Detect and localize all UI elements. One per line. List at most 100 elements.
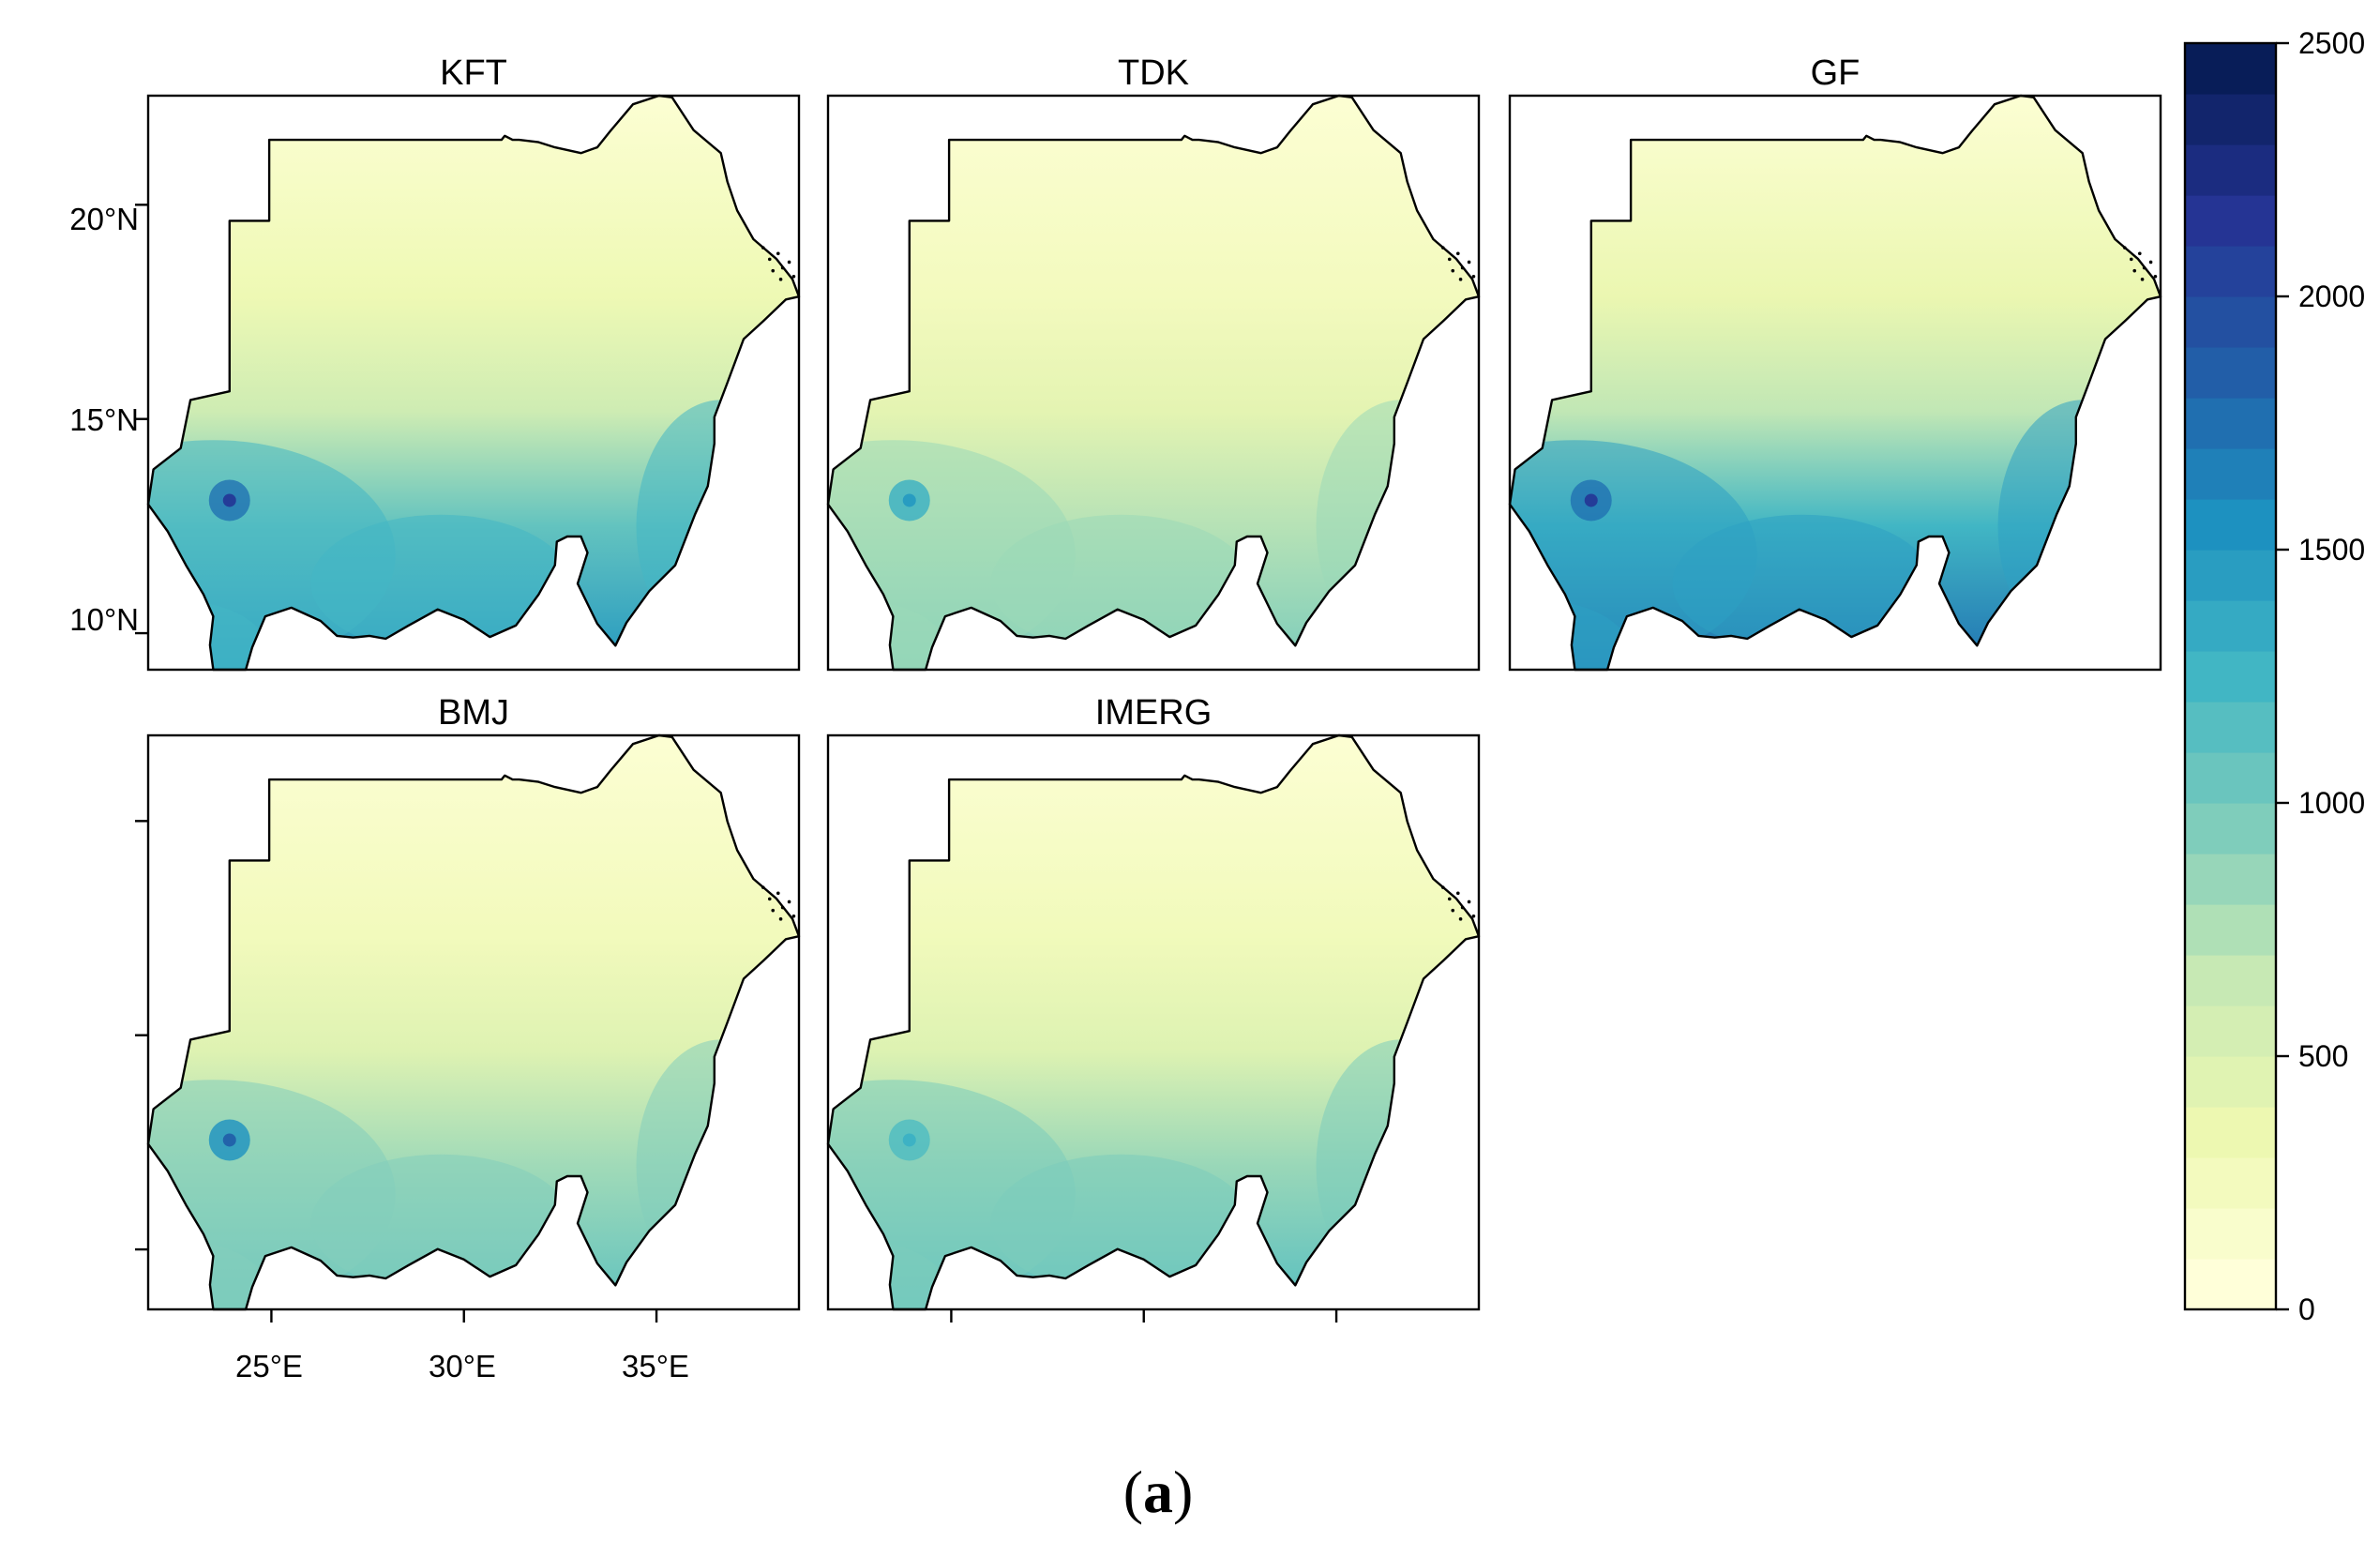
coastal-island-dot bbox=[1455, 891, 1460, 896]
colorbar-tick-label: 2500 bbox=[2298, 26, 2365, 60]
coastal-island-dot bbox=[2140, 278, 2145, 281]
wet-region-0 bbox=[148, 1080, 396, 1309]
colorbar: 0 500 1000 1500 2000 2500 bbox=[2183, 26, 2365, 1326]
colorbar-swatch bbox=[2185, 702, 2276, 753]
map-axes: 20°N 15°N 10°N 25°E 30°E 35°E bbox=[69, 202, 1338, 1383]
caption-letter: a bbox=[1143, 1459, 1173, 1525]
coastal-island-dot bbox=[1471, 274, 1476, 279]
coastal-island-dot bbox=[791, 274, 796, 279]
colorbar-swatch bbox=[2185, 1259, 2276, 1310]
coastal-island-dot bbox=[791, 914, 796, 918]
colorbar-swatch bbox=[2185, 752, 2276, 804]
colorbar-swatch bbox=[2185, 550, 2276, 601]
colorbar-swatch bbox=[2185, 94, 2276, 145]
highland-hotspot-core bbox=[902, 493, 916, 507]
colorbar-swatch bbox=[2185, 144, 2276, 196]
colorbar-swatch bbox=[2185, 1107, 2276, 1158]
wet-region-3 bbox=[990, 1154, 1252, 1292]
colorbar-swatch bbox=[2185, 1056, 2276, 1108]
y-tick-label-15n: 15°N bbox=[69, 402, 139, 437]
coastal-island-dot bbox=[1455, 251, 1460, 256]
panel-frame bbox=[1508, 94, 2162, 672]
highland-hotspot-core bbox=[222, 1133, 236, 1147]
x-tick-label-25e: 25°E bbox=[235, 1349, 303, 1383]
wet-region-0 bbox=[1510, 440, 1757, 670]
map-panel-bmj: BMJ bbox=[146, 693, 801, 1311]
coastal-island-dot bbox=[1467, 260, 1471, 265]
colorbar-frame bbox=[2183, 41, 2278, 1311]
wet-region-3 bbox=[310, 514, 572, 653]
colorbar-swatch bbox=[2185, 1208, 2276, 1260]
highland-hotspot-core bbox=[902, 1133, 916, 1147]
caption-open-paren: ( bbox=[1123, 1459, 1143, 1525]
wet-region-0 bbox=[148, 440, 396, 670]
highland-hotspot-core bbox=[222, 493, 236, 507]
panel-frame bbox=[146, 733, 801, 1311]
coastal-island-dot bbox=[778, 917, 783, 921]
colorbar-swatch bbox=[2185, 347, 2276, 399]
coastal-island-dot bbox=[2153, 274, 2158, 279]
y-tick-label-20n: 20°N bbox=[69, 202, 139, 236]
caption-close-paren: ) bbox=[1173, 1459, 1193, 1525]
colorbar-swatch bbox=[2185, 296, 2276, 348]
map-panel-imerg: IMERG bbox=[826, 693, 1481, 1311]
coastal-island-dot bbox=[2132, 268, 2137, 273]
coastal-island-dot bbox=[1441, 246, 1445, 249]
colorbar-swatch bbox=[2185, 43, 2276, 95]
colorbar-swatch bbox=[2185, 651, 2276, 703]
coastal-island-dot bbox=[776, 251, 780, 256]
coastal-island-dot bbox=[2137, 251, 2142, 256]
map-panel-kft: KFT bbox=[146, 53, 801, 672]
map-panel-tdk: TDK bbox=[826, 53, 1481, 672]
panel-title-bmj: BMJ bbox=[438, 693, 509, 733]
colorbar-swatch bbox=[2185, 955, 2276, 1006]
panel-title-kft: KFT bbox=[440, 53, 507, 93]
colorbar-swatch bbox=[2185, 195, 2276, 247]
coastal-island-dot bbox=[1460, 265, 1465, 270]
map-panels: KFT TDK GF BMJ IMERG bbox=[146, 53, 2162, 1311]
panel-frame bbox=[826, 94, 1481, 672]
panel-frame bbox=[826, 733, 1481, 1311]
colorbar-swatch bbox=[2185, 499, 2276, 551]
coastal-island-dot bbox=[1451, 268, 1455, 273]
coastal-island-dot bbox=[1467, 899, 1471, 904]
colorbar-tick-label: 1500 bbox=[2298, 533, 2365, 567]
panel-title-tdk: TDK bbox=[1118, 53, 1189, 93]
colorbar-tick-label: 1000 bbox=[2298, 786, 2365, 820]
coastal-island-dot bbox=[767, 257, 772, 262]
figure-caption: (a) bbox=[1123, 1459, 1194, 1525]
wet-region-3 bbox=[310, 1154, 572, 1292]
coastal-island-dot bbox=[787, 899, 791, 904]
colorbar-swatch bbox=[2185, 448, 2276, 500]
colorbar-tick-label: 0 bbox=[2298, 1292, 2315, 1326]
coastal-island-dot bbox=[1460, 905, 1465, 910]
coastal-island-dot bbox=[2123, 246, 2127, 249]
panel-title-gf: GF bbox=[1811, 53, 1860, 93]
coastal-island-dot bbox=[761, 246, 765, 249]
coastal-island-dot bbox=[1471, 914, 1476, 918]
map-panel-gf: GF bbox=[1508, 53, 2162, 672]
colorbar-swatch bbox=[2185, 904, 2276, 956]
colorbar-swatch bbox=[2185, 246, 2276, 297]
wet-region-0 bbox=[828, 440, 1076, 670]
colorbar-tick-label: 500 bbox=[2298, 1039, 2348, 1073]
coastal-island-dot bbox=[1447, 897, 1452, 901]
coastal-island-dot bbox=[2142, 265, 2147, 270]
coastal-island-dot bbox=[2148, 260, 2153, 265]
colorbar-swatch bbox=[2185, 854, 2276, 905]
coastal-island-dot bbox=[778, 278, 783, 281]
coastal-island-dot bbox=[771, 908, 776, 913]
wet-region-3 bbox=[1672, 514, 1934, 653]
colorbar-swatch bbox=[2185, 1157, 2276, 1209]
x-tick-label-35e: 35°E bbox=[622, 1349, 689, 1383]
x-tick-label-30e: 30°E bbox=[429, 1349, 496, 1383]
panel-title-imerg: IMERG bbox=[1095, 693, 1213, 733]
coastal-island-dot bbox=[1458, 278, 1463, 281]
panel-frame bbox=[146, 94, 801, 672]
wet-region-3 bbox=[990, 514, 1252, 653]
colorbar-tick-label: 2000 bbox=[2298, 280, 2365, 313]
colorbar-swatch bbox=[2185, 398, 2276, 449]
coastal-island-dot bbox=[1441, 885, 1445, 889]
colorbar-swatch bbox=[2185, 600, 2276, 652]
